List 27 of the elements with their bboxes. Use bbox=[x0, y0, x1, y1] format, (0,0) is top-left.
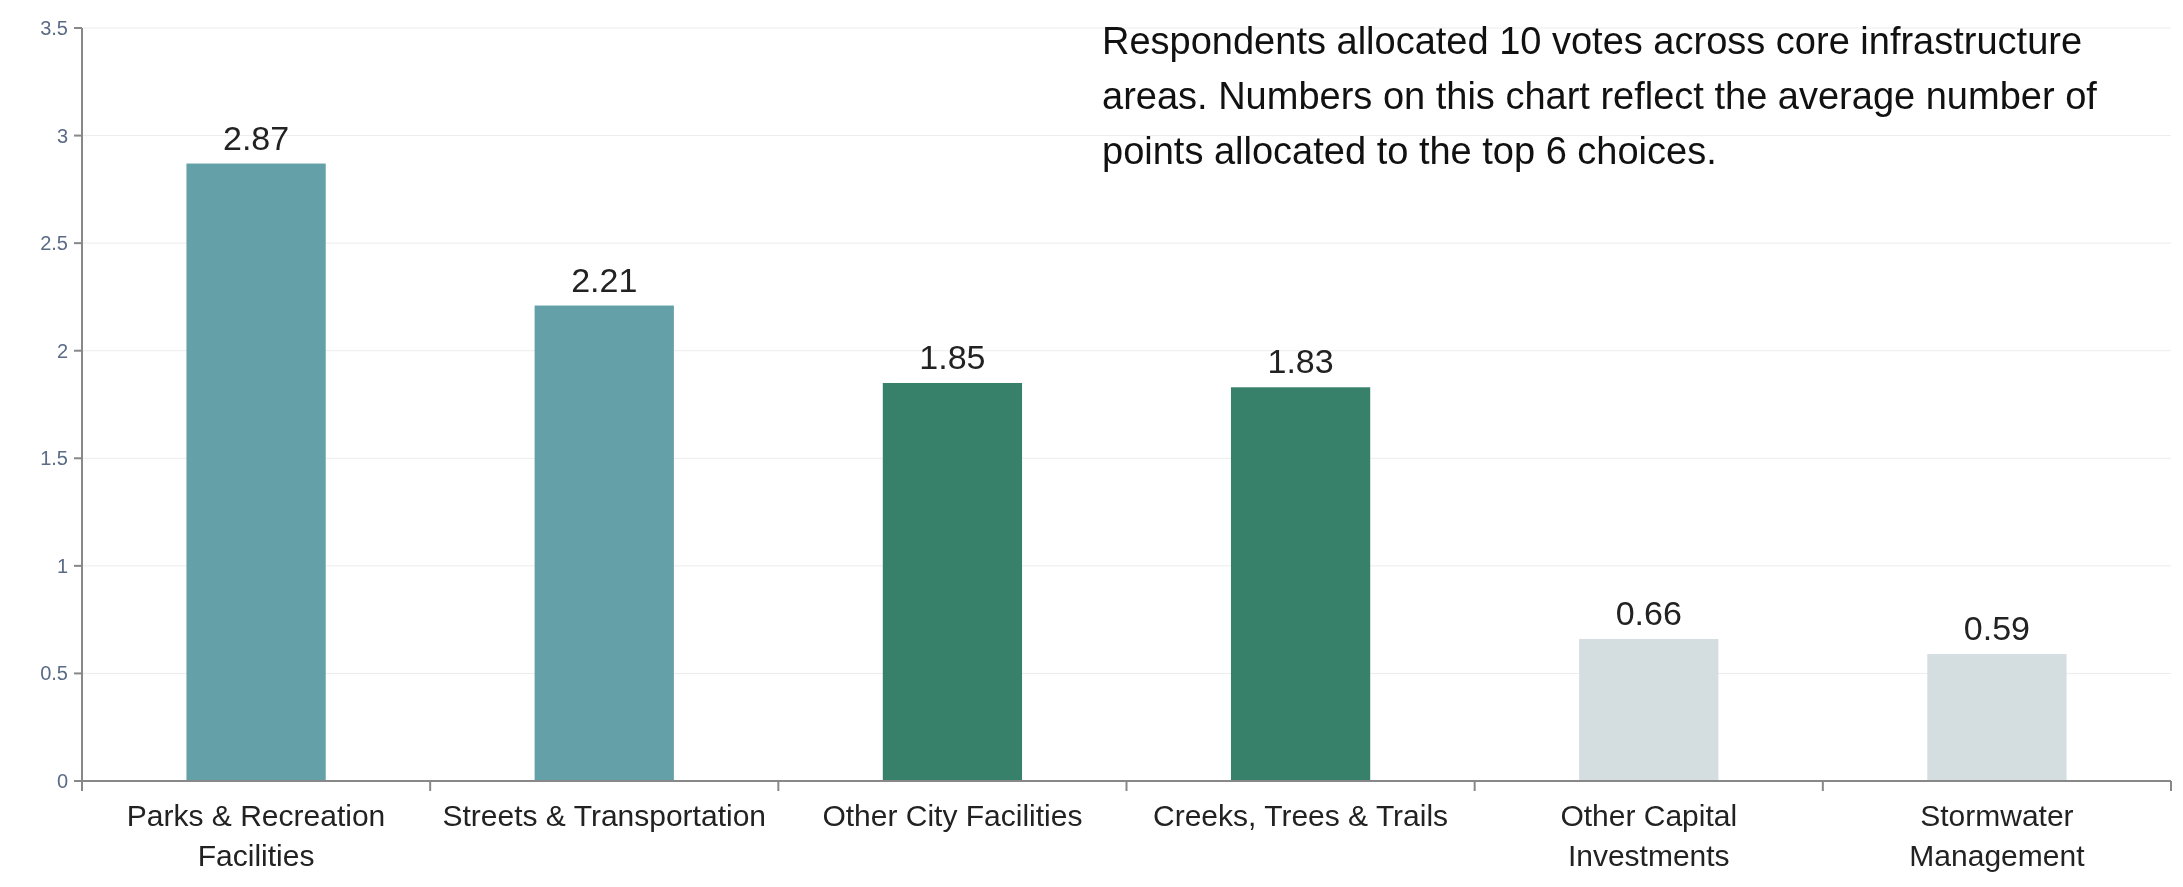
y-tick-label: 3.5 bbox=[40, 17, 68, 39]
data-label: 1.83 bbox=[1267, 342, 1334, 381]
x-tick-label: Other City Facilities bbox=[822, 799, 1083, 832]
x-tick-label: Creeks, Trees & Trails bbox=[1153, 799, 1449, 832]
x-tick-label: Other Capital Investments bbox=[1560, 799, 1738, 872]
x-tick-label: Streets & Transportation bbox=[442, 799, 766, 832]
y-tick-label: 3 bbox=[56, 124, 68, 147]
y-tick-label: 1.5 bbox=[40, 447, 68, 470]
bar bbox=[1579, 639, 1719, 781]
y-tick-label: 0.5 bbox=[40, 662, 68, 685]
data-label: 0.66 bbox=[1615, 594, 1682, 633]
bar bbox=[1927, 654, 2067, 781]
data-label: 2.21 bbox=[571, 260, 638, 299]
bar bbox=[882, 382, 1023, 781]
data-label: 0.59 bbox=[1963, 609, 2031, 648]
x-tick-label: Stormwater Management bbox=[1909, 799, 2086, 872]
y-tick-label: 0 bbox=[56, 770, 68, 792]
bar bbox=[534, 305, 674, 781]
y-tick-label: 1 bbox=[56, 554, 68, 577]
annotation: Respondents allocated 10 votes across core infrastructure areas. Numbers on this chart reflect the average number of points allocated to the top 6 choices. bbox=[1102, 20, 2098, 172]
y-tick-label: 2.5 bbox=[40, 232, 68, 255]
data-label: 1.85 bbox=[919, 337, 986, 376]
y-tick-label: 2 bbox=[56, 339, 68, 362]
x-tick-label: Parks & Recreation Facilities bbox=[126, 799, 386, 872]
data-label: 2.87 bbox=[222, 118, 290, 157]
bar bbox=[186, 163, 326, 781]
bar bbox=[1230, 387, 1371, 781]
